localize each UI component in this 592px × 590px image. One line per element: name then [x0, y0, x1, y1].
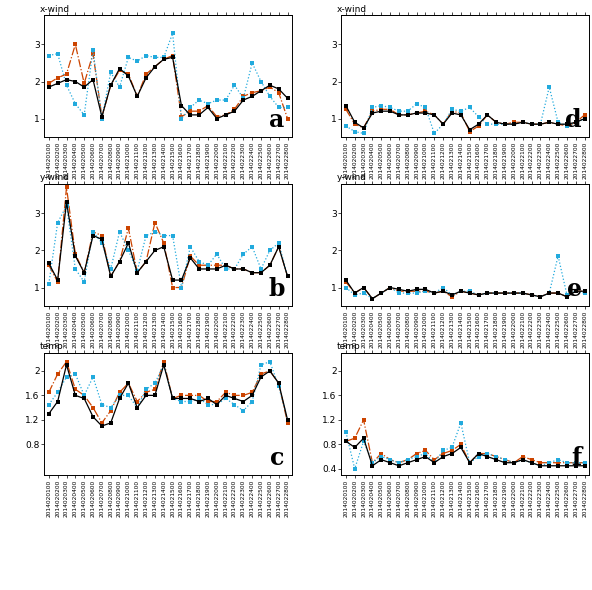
Text: temp: temp: [336, 342, 361, 351]
Text: f: f: [571, 446, 581, 470]
Text: a: a: [269, 108, 285, 132]
Text: b: b: [268, 277, 285, 301]
Text: x-wind: x-wind: [40, 5, 70, 14]
Text: x-wind: x-wind: [336, 5, 366, 14]
Text: temp: temp: [40, 342, 63, 351]
Text: y-wind: y-wind: [40, 173, 69, 182]
Text: y-wind: y-wind: [336, 173, 366, 182]
Text: e: e: [567, 277, 581, 301]
Text: d: d: [565, 108, 581, 132]
Text: c: c: [270, 446, 285, 470]
